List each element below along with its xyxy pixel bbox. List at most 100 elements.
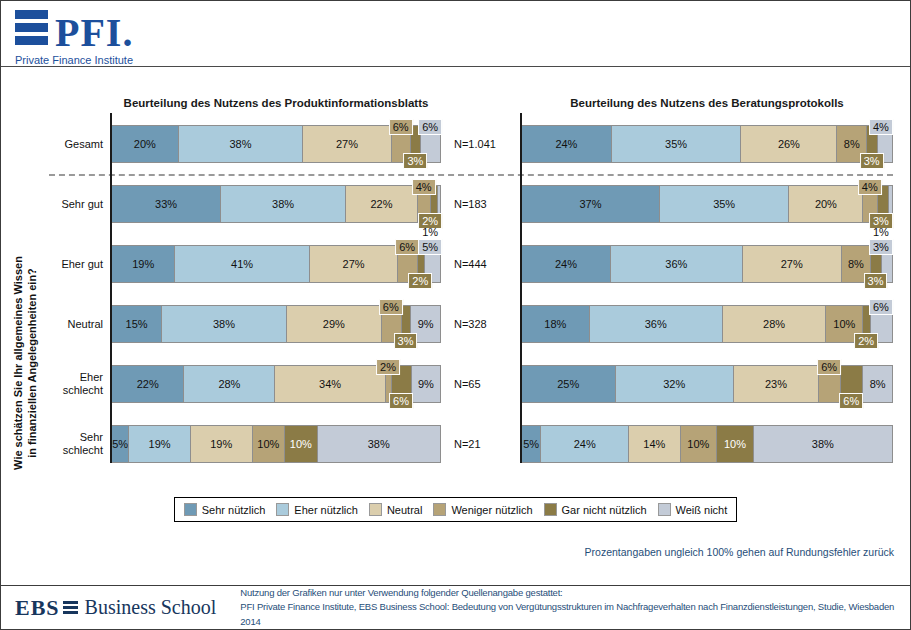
segment-label: 3% [869,239,893,255]
right-stacked-bar: 18%36%28%10%2%6% [521,305,893,343]
segment-label: 10% [833,318,855,330]
segment-label: 4% [858,179,882,195]
segment-label: 22% [137,378,159,390]
segment-label: 33% [155,198,177,210]
bar-segment: 10% [680,426,717,462]
bar-segment: 10% [284,426,316,462]
legend-item: Sehr nützlich [184,503,266,516]
segment-label: 36% [645,318,667,330]
legend-item: Neutral [369,503,422,516]
legend-swatch [544,503,557,516]
bar-segment: 25% [522,366,615,402]
left-stacked-bar: 20%38%27%6%3%6% [111,125,441,163]
bar-segment: 5% [112,426,128,462]
chart-area: Wie schätzen Sie Ihr allgemeines Wissen … [1,97,910,558]
row-label: Sehr gut [49,198,111,211]
segment-label: 10% [724,438,746,450]
segment-label: 24% [555,138,577,150]
segment-label: 20% [815,198,837,210]
segment-label: 3% [860,153,884,169]
segment-label: 41% [231,258,253,270]
legend-item: Eher nützlich [276,503,358,516]
segment-label: 25% [557,378,579,390]
bar-segment: 26% [740,126,836,162]
bar-segment: 34% [274,366,384,402]
segment-label: 23% [765,378,787,390]
segment-label: 35% [665,138,687,150]
report-page: PFI. Private Finance Institute Wie schät… [0,0,911,630]
ebs-logo-text: EBS [15,595,60,621]
left-stacked-bar: 22%28%34%2%6%9% [111,365,441,403]
legend-swatch [658,503,671,516]
segment-label: 38% [213,318,235,330]
legend-label: Weniger nützlich [451,504,532,516]
segment-label: 9% [418,318,434,330]
legend-label: Neutral [387,504,422,516]
source-note-line1: Nutzung der Grafiken nur unter Verwendun… [240,586,896,600]
bar-segment: 10% [252,426,284,462]
legend-swatch [184,503,197,516]
y-axis-label-line1: Wie schätzen Sie Ihr allgemeines Wissen [12,213,26,513]
n-label: N=65 [441,378,521,390]
segment-label: 36% [665,258,687,270]
segment-label: 34% [319,378,341,390]
legend-swatch [433,503,446,516]
segment-label: 10% [290,438,312,450]
segment-label: 10% [257,438,279,450]
bar-segment: 20% [788,186,862,222]
bar-segment: 5% [522,426,540,462]
bar-segment: 33% [112,186,220,222]
n-label: N=328 [441,318,521,330]
chart-row: Sehr schlecht5%19%19%10%10%38%N=215%24%1… [49,425,893,463]
bar-segment: 19% [128,426,190,462]
chart-row: Eher schlecht22%28%34%2%6%9%N=6525%32%23… [49,365,893,403]
bar-segment: 24% [522,126,611,162]
right-stacked-bar: 24%35%26%8%3%4% [521,125,893,163]
segment-label: 38% [229,138,251,150]
segment-label: 2% [854,333,878,349]
bar-segment: 28% [722,306,826,342]
bar-segment: 9% [411,366,440,402]
bar-segment: 27% [302,126,391,162]
bar-segment: 38% [317,426,440,462]
segment-label: 6% [418,119,442,135]
segment-label: 6% [839,393,863,409]
ebs-logo: EBS Business School [15,595,216,621]
bar-segment: 10% [716,426,753,462]
bar-segment: 20% [112,126,178,162]
row-label: Neutral [49,318,111,331]
segment-label: 38% [368,438,390,450]
source-note-line2: PFI Private Finance Institute, EBS Busin… [240,600,896,629]
segment-label: 10% [687,438,709,450]
legend-label: Gar nicht nützlich [562,504,647,516]
bar-segment: 22% [345,186,417,222]
legend-item: Weiß nicht [658,503,728,516]
segment-label: 5% [418,239,442,255]
chart-rows: Gesamt20%38%27%6%3%6%N=1.04124%35%26%8%3… [49,125,893,463]
segment-label: 24% [574,438,596,450]
segment-label: 2% [408,273,432,289]
legend-label: Eher nützlich [294,504,358,516]
bar-segment: 38% [161,306,286,342]
segment-label: 38% [812,438,834,450]
segment-label: 6% [817,359,841,375]
legend: Sehr nützlich Eher nützlich Neutral Weniger… [174,497,738,522]
segment-label: 26% [778,138,800,150]
bar-segment: 8% [862,366,892,402]
segment-label: 35% [713,198,735,210]
segment-label: 6% [379,299,403,315]
bar-segment: 35% [659,186,789,222]
segment-label: 19% [149,438,171,450]
chart-row: Gesamt20%38%27%6%3%6%N=1.04124%35%26%8%3… [49,125,893,163]
pfi-logo-text: PFI. [55,17,133,50]
segment-label: 6% [389,119,413,135]
bar-segment: 19% [112,246,174,282]
bar-segment: 27% [742,246,841,282]
segment-label: 19% [210,438,232,450]
bar-segment: 38% [178,126,303,162]
bar-segment: 38% [753,426,892,462]
segment-label: 3% [403,153,427,169]
segment-label: 5% [523,438,539,450]
n-label: N=183 [441,198,521,210]
chart-row: Neutral15%38%29%6%3%9%N=32818%36%28%10%2… [49,305,893,343]
